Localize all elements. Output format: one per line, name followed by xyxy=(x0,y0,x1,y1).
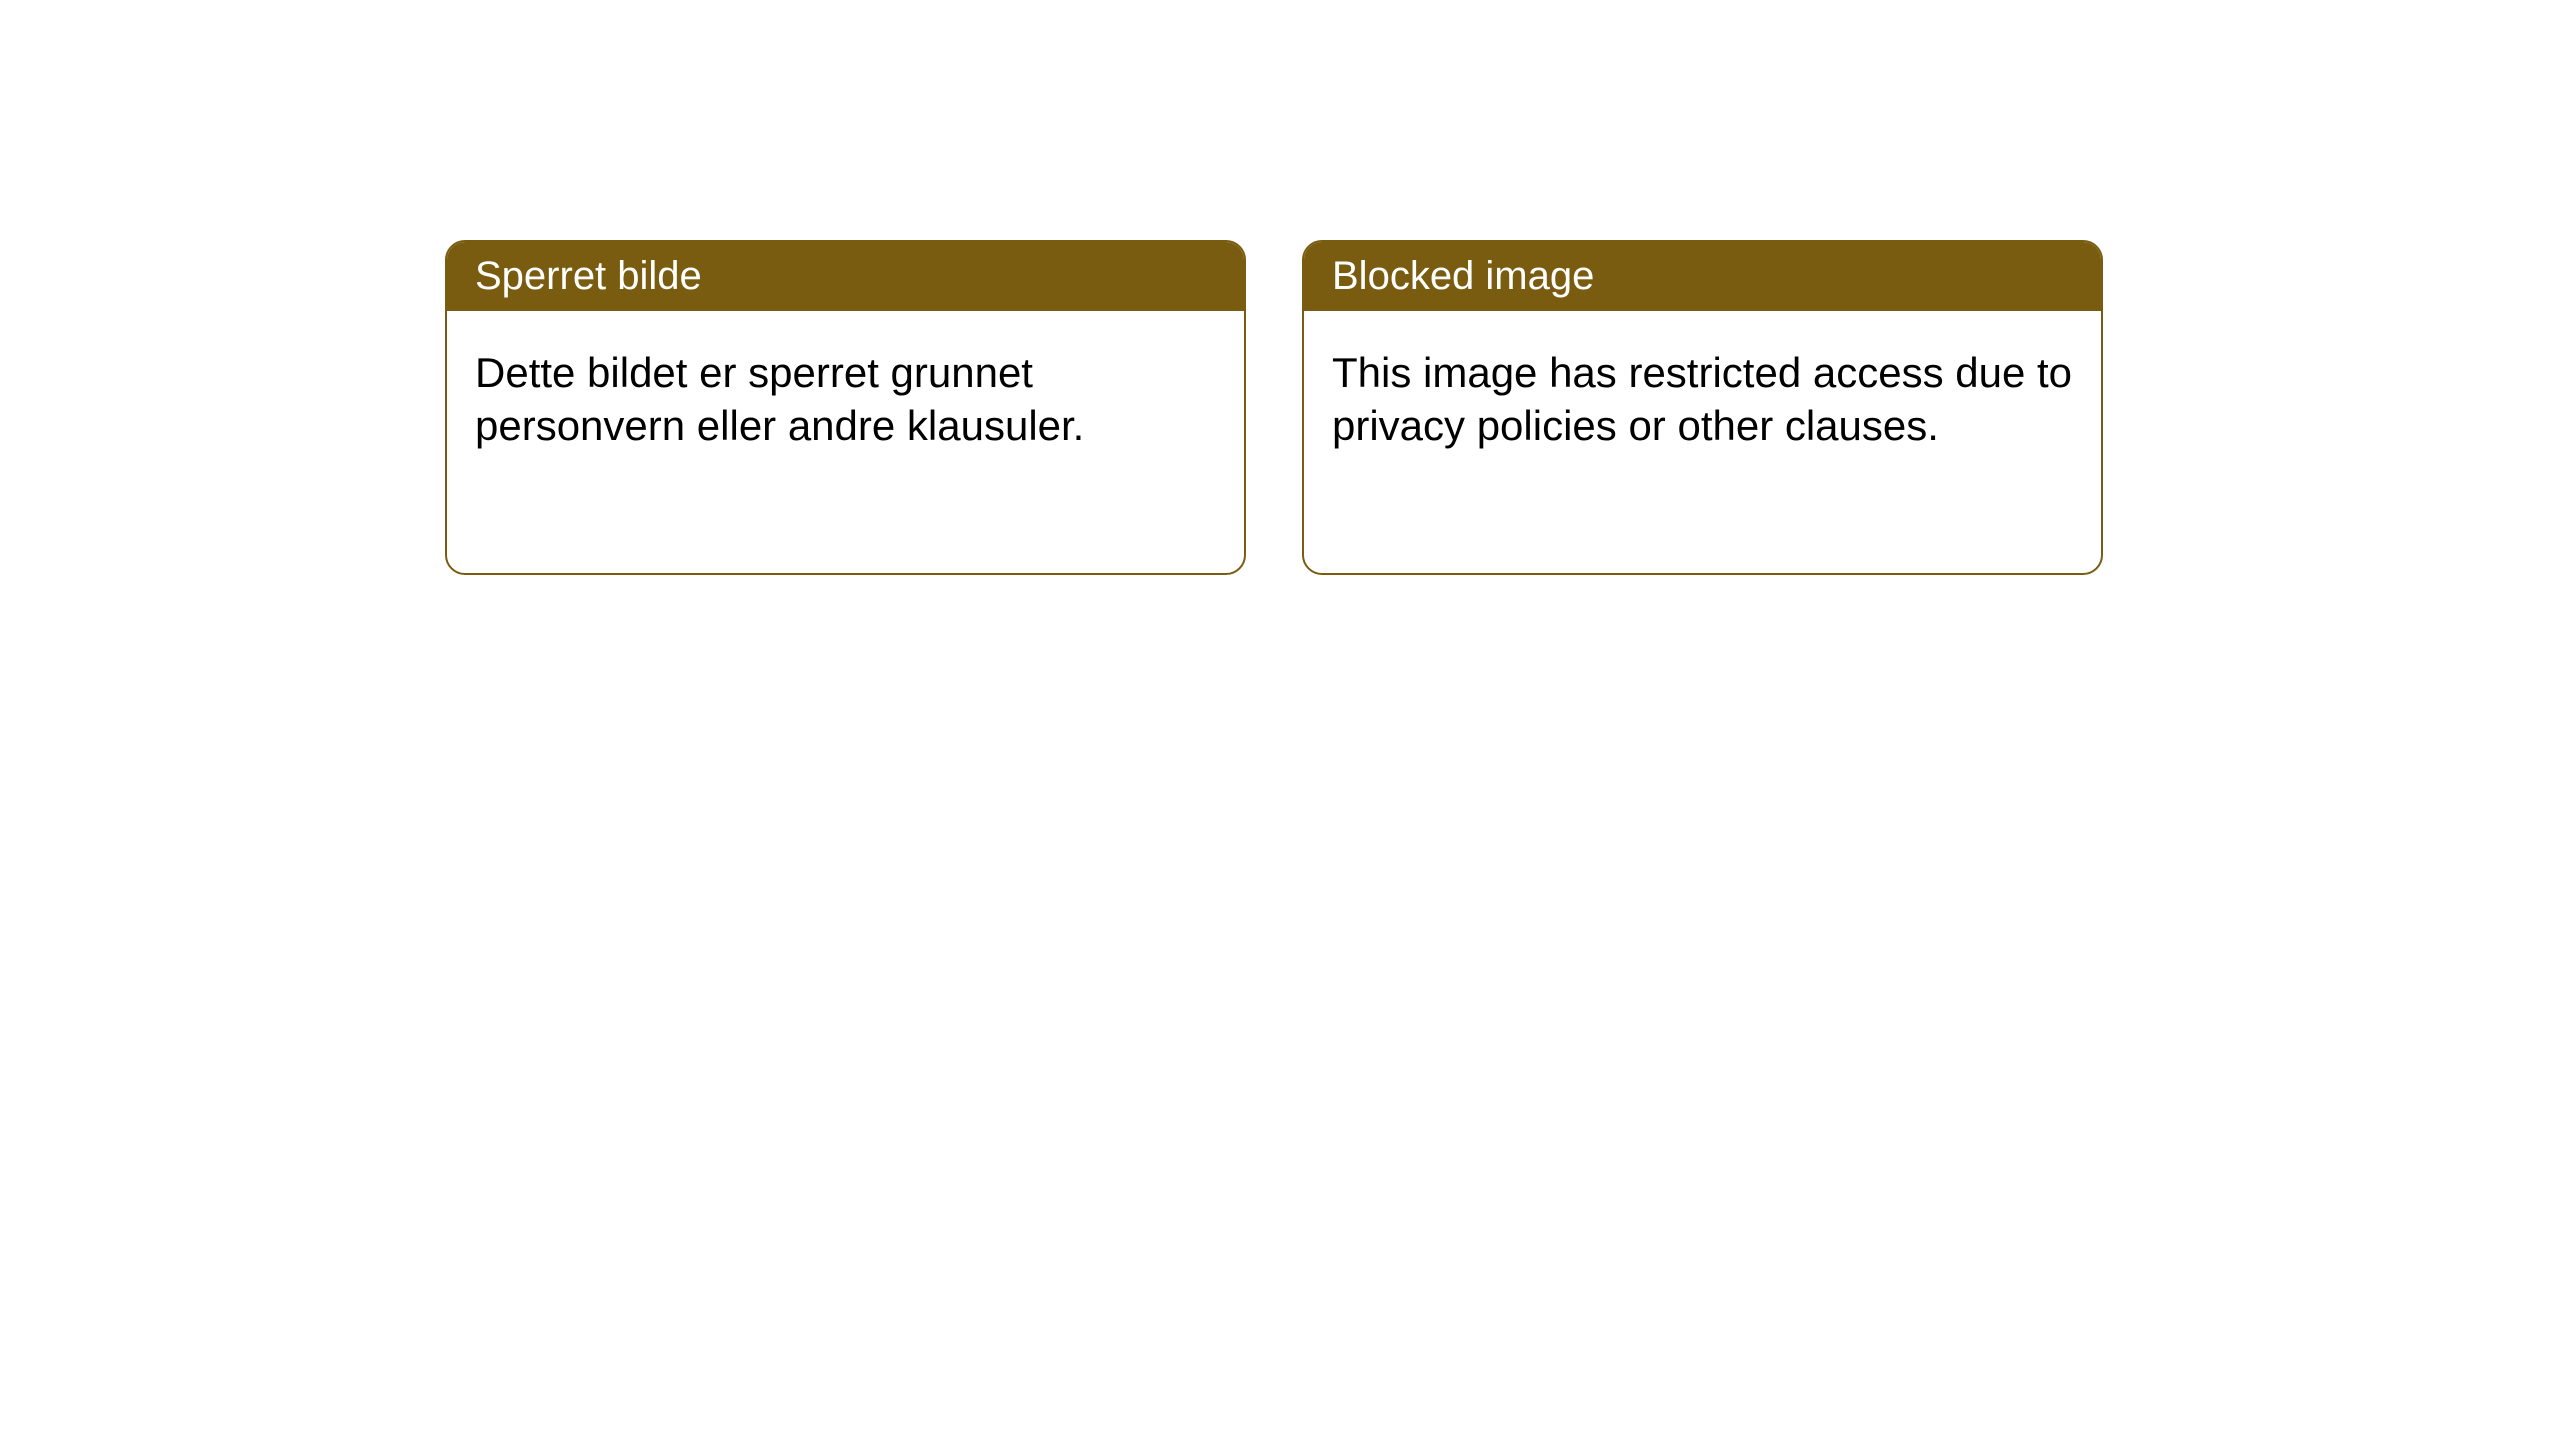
card-body-text: This image has restricted access due to … xyxy=(1332,349,2072,449)
card-body-text: Dette bildet er sperret grunnet personve… xyxy=(475,349,1084,449)
card-title: Sperret bilde xyxy=(475,254,702,298)
card-title: Blocked image xyxy=(1332,254,1594,298)
card-header: Blocked image xyxy=(1304,242,2101,311)
card-header: Sperret bilde xyxy=(447,242,1244,311)
notice-container: Sperret bilde Dette bildet er sperret gr… xyxy=(445,240,2103,575)
notice-card-norwegian: Sperret bilde Dette bildet er sperret gr… xyxy=(445,240,1246,575)
notice-card-english: Blocked image This image has restricted … xyxy=(1302,240,2103,575)
card-body: Dette bildet er sperret grunnet personve… xyxy=(447,311,1244,488)
card-body: This image has restricted access due to … xyxy=(1304,311,2101,488)
